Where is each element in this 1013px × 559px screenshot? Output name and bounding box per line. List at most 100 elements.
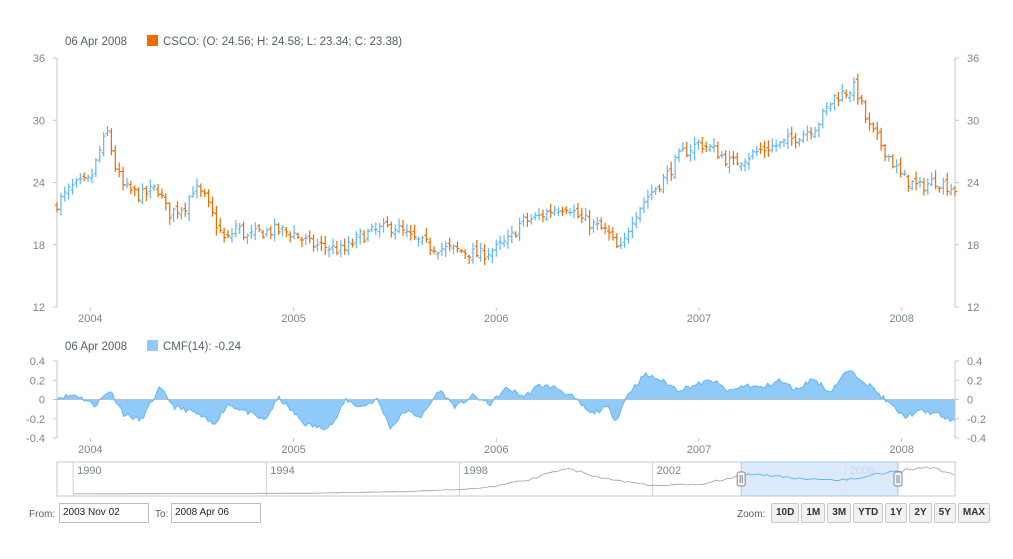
to-date-input[interactable]: 2008 Apr 06 <box>171 503 261 523</box>
ohlc-bar <box>463 249 468 260</box>
ohlc-bar <box>486 248 491 261</box>
scroller-selection[interactable] <box>740 461 899 497</box>
scroller-series-selected <box>741 470 898 481</box>
ohlc-bar <box>910 179 915 191</box>
ohlc-bar <box>451 244 456 255</box>
ohlc-bar <box>253 222 258 241</box>
zoom-max-button[interactable]: MAX <box>957 503 991 523</box>
price-x-tick-label: 2004 <box>78 313 102 325</box>
zoom-2y-button[interactable]: 2Y <box>909 503 932 523</box>
ohlc-bar <box>735 152 740 166</box>
cmf-y-tick-left: 0.2 <box>30 375 45 387</box>
scroller-right-handle[interactable] <box>893 471 903 487</box>
ohlc-bar <box>136 187 141 203</box>
ohlc-bar <box>467 254 472 265</box>
ohlc-bar <box>420 235 425 245</box>
ohlc-bar <box>257 224 262 233</box>
ohlc-bar <box>556 207 561 217</box>
ohlc-bar <box>62 186 67 202</box>
stock-chart[interactable]: 36 36 30 30 24 24 18 18 12 12 2004 2005 2006 2007 2008… <box>0 0 1013 500</box>
ohlc-bar <box>883 143 888 162</box>
ohlc-bar <box>86 174 91 182</box>
ohlc-bar <box>941 177 946 195</box>
ohlc-bar <box>163 193 168 211</box>
ohlc-bar <box>871 122 876 133</box>
cmf-x-tick-label: 2005 <box>281 444 305 456</box>
ohlc-bar <box>548 203 553 218</box>
scroller-year-label: 1994 <box>270 465 294 477</box>
ohlc-bar <box>778 140 783 149</box>
ohlc-bar <box>746 152 751 170</box>
zoom-ytd-button[interactable]: YTD <box>853 503 884 523</box>
ohlc-bar <box>105 125 110 137</box>
ohlc-bar <box>288 231 293 243</box>
scroller-year-label: 1990 <box>77 465 101 477</box>
cmf-x-tick-label: 2006 <box>484 444 508 456</box>
price-x-tick-label: 2007 <box>687 313 711 325</box>
zoom-5y-button[interactable]: 5Y <box>933 503 956 523</box>
ohlc-bar <box>272 218 277 242</box>
ohlc-bar <box>793 133 798 149</box>
ohlc-bar <box>696 139 701 150</box>
ohlc-bar <box>346 236 351 256</box>
ohlc-bar <box>194 178 199 199</box>
ohlc-bar <box>587 209 592 236</box>
zoom-10d-button[interactable]: 10D <box>771 503 800 523</box>
ohlc-bar <box>167 201 172 225</box>
ohlc-bar <box>743 158 748 172</box>
ohlc-bar <box>676 148 681 163</box>
zoom-3m-button[interactable]: 3M <box>827 503 852 523</box>
ohlc-bar <box>572 204 577 219</box>
ohlc-bar <box>443 241 448 257</box>
ohlc-bar <box>377 222 382 238</box>
ohlc-bar <box>424 227 429 243</box>
ohlc-bar <box>397 218 402 234</box>
cmf-pane: 0.4 0.4 0.2 0.2 0 0 -0.2 -0.2 -0.4 -0.4 2004 2005 20… <box>26 340 986 456</box>
ohlc-bar <box>148 179 153 199</box>
cmf-y-tick-right: -0.4 <box>967 433 986 445</box>
ohlc-bar <box>183 202 188 217</box>
zoom-1m-button[interactable]: 1M <box>801 503 826 523</box>
from-label: From: <box>29 509 56 520</box>
ohlc-bar <box>649 184 654 201</box>
scroller-year-label: 1998 <box>463 465 487 477</box>
cmf-y-tick-left: 0 <box>39 395 45 407</box>
ohlc-bar <box>533 212 538 221</box>
ohlc-bar <box>198 183 203 198</box>
ohlc-bar <box>66 183 71 200</box>
ohlc-bar <box>175 201 180 219</box>
cmf-legend-marker <box>147 340 158 351</box>
ohlc-bar <box>525 212 530 228</box>
ohlc-bar <box>144 185 149 202</box>
ohlc-bar <box>412 224 417 240</box>
from-date-input[interactable]: 2003 Nov 02 <box>59 503 149 523</box>
ohlc-bar <box>622 232 627 248</box>
ohlc-bar <box>630 216 635 239</box>
ohlc-bar <box>727 150 732 174</box>
ohlc-bar <box>684 141 689 158</box>
ohlc-bar <box>544 208 549 222</box>
zoom-1y-button[interactable]: 1Y <box>885 503 908 523</box>
cmf-legend-date: 06 Apr 2008 <box>65 341 127 353</box>
ohlc-bar <box>171 207 176 223</box>
ohlc-bar <box>191 186 196 198</box>
ohlc-bar <box>789 126 794 146</box>
ohlc-bar <box>323 235 328 256</box>
price-y-tick-right: 30 <box>967 115 979 127</box>
ohlc-bar <box>731 151 736 165</box>
ohlc-bar <box>381 217 386 233</box>
ohlc-bar <box>688 144 693 162</box>
scroller-left-handle[interactable] <box>736 471 746 487</box>
ohlc-bar <box>626 227 631 244</box>
ohlc-bar <box>711 138 716 153</box>
ohlc-bar <box>785 128 790 150</box>
ohlc-bar <box>890 154 895 169</box>
ohlc-bar <box>894 159 899 174</box>
ohlc-bar <box>78 173 83 185</box>
ohlc-bar <box>233 219 238 238</box>
ohlc-bar <box>859 95 864 105</box>
ohlc-bar <box>334 240 339 256</box>
ohlc-bar <box>280 224 285 237</box>
cmf-y-tick-left: -0.2 <box>26 414 45 426</box>
ohlc-bar <box>509 225 514 244</box>
